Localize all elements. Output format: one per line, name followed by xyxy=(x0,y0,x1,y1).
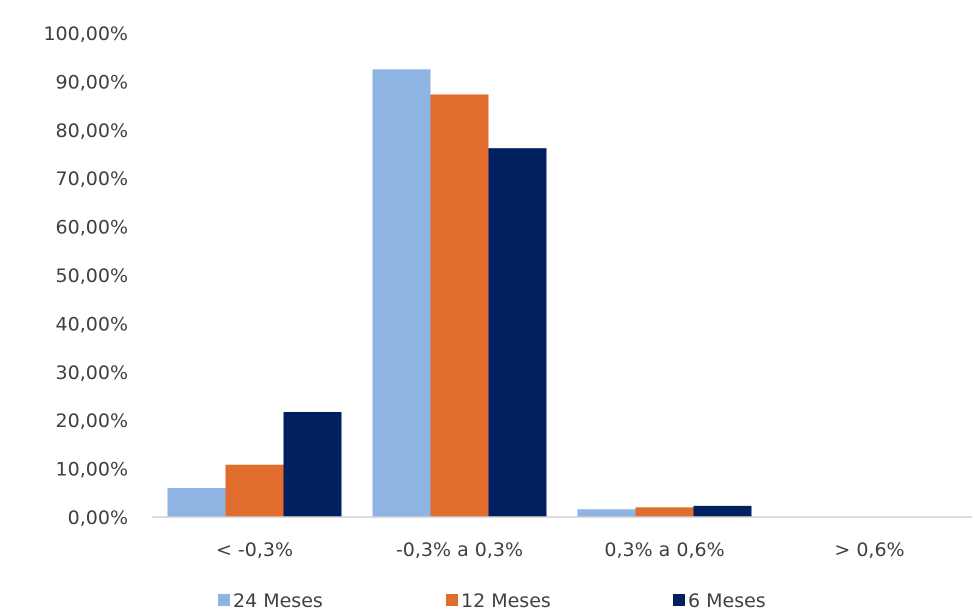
y-tick-label: 60,00% xyxy=(56,217,128,239)
y-tick-label: 70,00% xyxy=(56,168,128,190)
bar-1-1 xyxy=(167,487,226,517)
x-category-label: 0,3% a 0,6% xyxy=(604,539,724,561)
y-tick-label: 100,00% xyxy=(43,23,128,45)
y-tick-label: 10,00% xyxy=(56,459,128,481)
y-tick-label: 30,00% xyxy=(56,362,128,384)
x-axis-category-labels: < -0,3% -0,3% a 0,3% 0,3% a 0,6% > 0,6% xyxy=(216,539,905,561)
x-category-label: < -0,3% xyxy=(216,539,293,561)
y-tick-label: 0,00% xyxy=(68,507,128,529)
bar-1-2 xyxy=(372,69,431,518)
x-category-label: > 0,6% xyxy=(834,539,904,561)
bar-2-2 xyxy=(430,94,489,517)
bar-3-2 xyxy=(488,148,547,517)
y-axis-tick-labels: 0,00% 10,00% 20,00% 30,00% 40,00% 50,00% 60,00… xyxy=(43,23,128,529)
bar-2-3 xyxy=(635,507,694,517)
legend-label: 6 Meses xyxy=(688,590,766,612)
bar-3-3 xyxy=(693,505,752,517)
bar-3-1 xyxy=(283,411,342,517)
y-tick-label: 20,00% xyxy=(56,410,128,432)
x-category-label: -0,3% a 0,3% xyxy=(396,539,523,561)
y-tick-label: 50,00% xyxy=(56,265,128,287)
legend-swatch xyxy=(218,594,230,606)
y-tick-label: 90,00% xyxy=(56,71,128,93)
bar-2-1 xyxy=(225,464,284,517)
y-tick-label: 40,00% xyxy=(56,313,128,335)
legend-swatch xyxy=(673,594,685,606)
legend: 24 Meses 12 Meses 6 Meses xyxy=(218,590,766,612)
legend-label: 12 Meses xyxy=(461,590,551,612)
legend-swatch xyxy=(446,594,458,606)
bar-1-3 xyxy=(577,509,636,517)
bars xyxy=(167,69,752,518)
legend-label: 24 Meses xyxy=(233,590,323,612)
y-tick-label: 80,00% xyxy=(56,120,128,142)
